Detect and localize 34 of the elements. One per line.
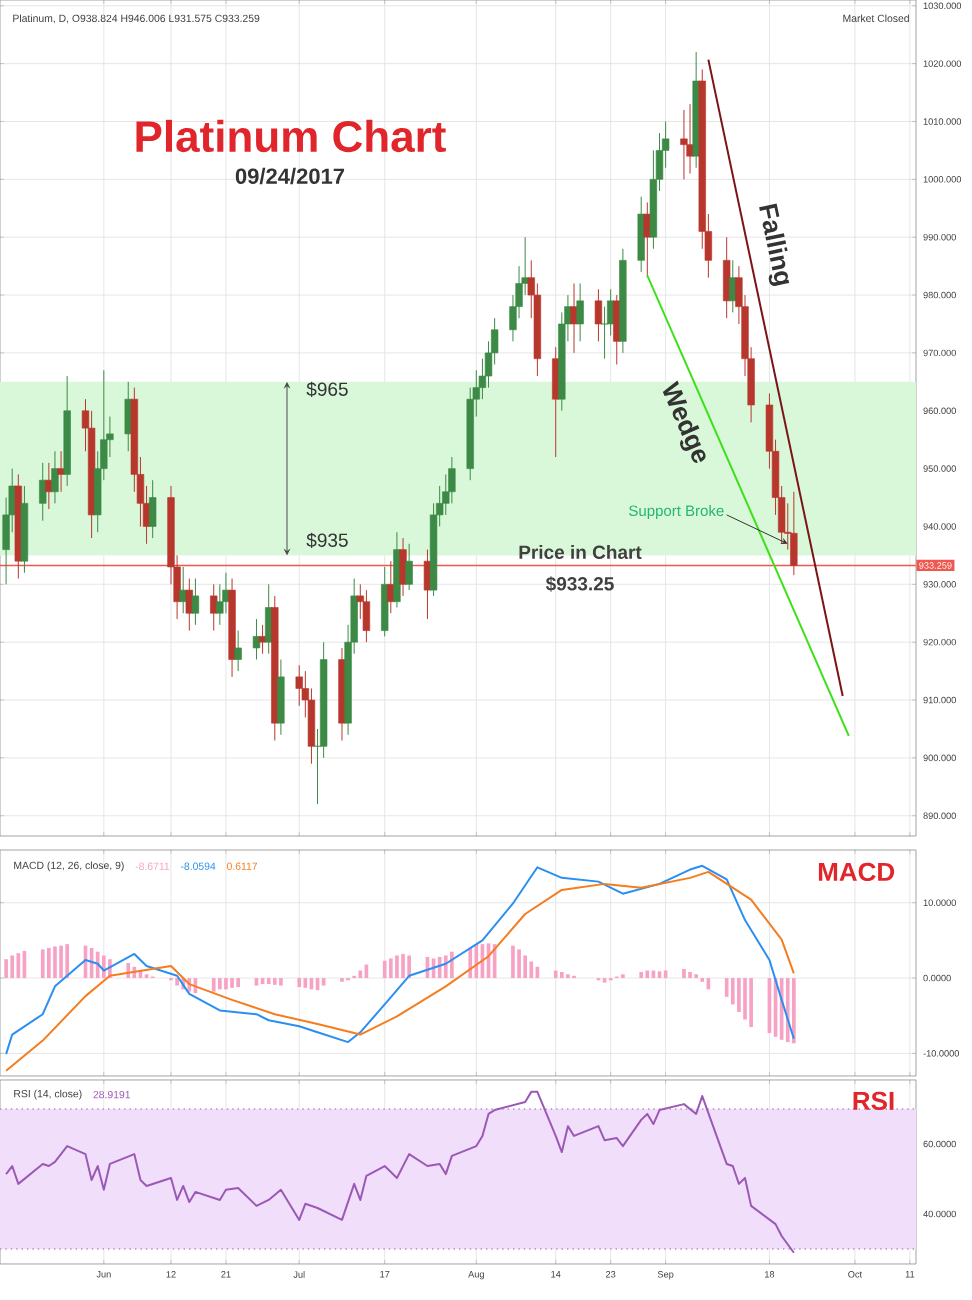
candlestick [576, 282, 584, 342]
candlestick [51, 450, 59, 504]
text: Wedge [662, 380, 706, 464]
candlestick [790, 491, 798, 576]
candlestick [680, 109, 688, 180]
candlestick [405, 543, 413, 591]
annotation: $935 [306, 532, 348, 549]
text: 09/24/2017 [235, 167, 345, 185]
candlestick [149, 479, 157, 539]
candlestick [185, 578, 193, 632]
candlestick [423, 549, 432, 620]
candlestick [399, 537, 407, 597]
candlestick [234, 630, 242, 672]
candlestick [39, 462, 47, 522]
candlestick [594, 288, 603, 342]
annotation: Price in Chart [519, 545, 642, 559]
candlestick [252, 618, 261, 661]
candlestick [723, 236, 731, 319]
text: Platinum Chart [136, 119, 446, 153]
annotation: $965 [306, 381, 348, 398]
candlestick [637, 196, 645, 273]
chart-title: RSI [853, 1091, 894, 1111]
candlestick [210, 583, 218, 632]
candlestick [277, 659, 285, 736]
candlestick [57, 450, 65, 493]
line-series [5, 1090, 795, 1254]
candlestick [258, 624, 267, 655]
candlestick [191, 578, 200, 626]
annotation: $933.25 [545, 576, 614, 592]
candlestick [600, 306, 609, 360]
candlestick [362, 589, 371, 643]
candlestick [381, 566, 389, 637]
chart-title: MACD [818, 862, 895, 882]
text: Falling [759, 203, 790, 286]
